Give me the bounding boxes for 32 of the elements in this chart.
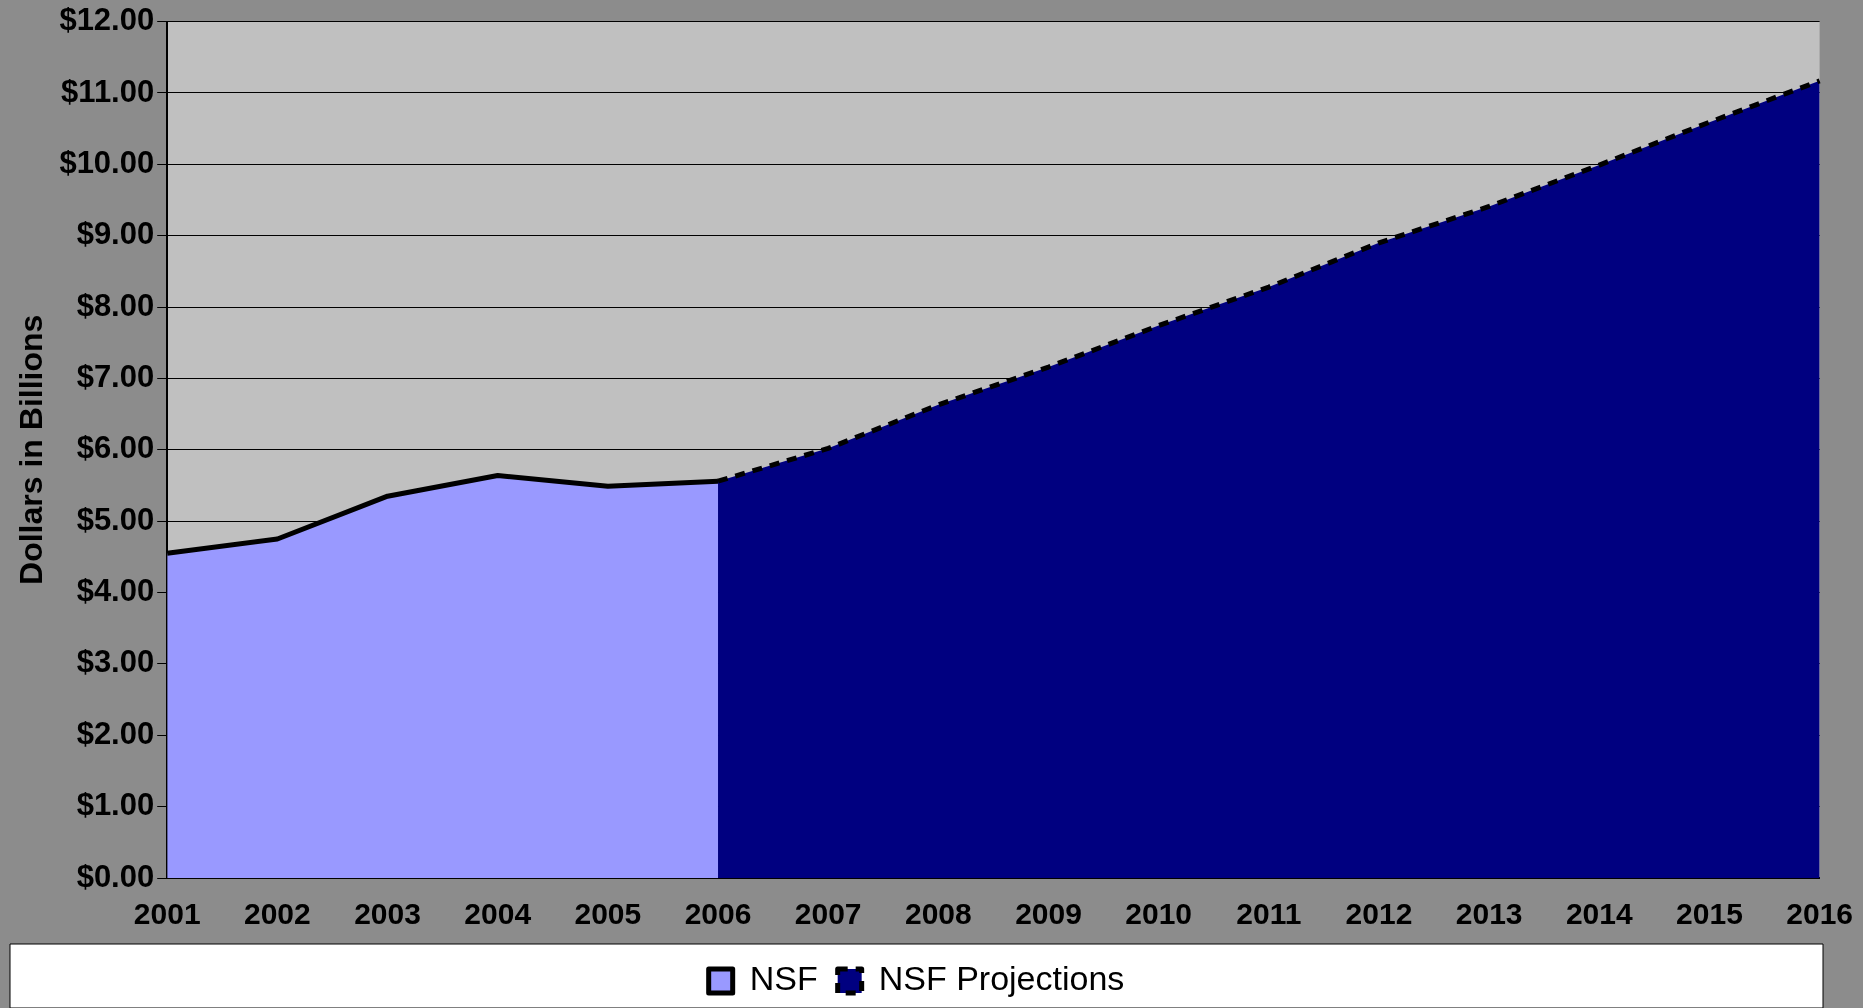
x-tick-label: 2003 — [354, 897, 421, 931]
x-tick-label: 2001 — [133, 897, 201, 931]
x-tick-label: 2006 — [684, 897, 752, 931]
x-tick-label: 2012 — [1345, 897, 1413, 931]
y-tick-label: $10.00 — [59, 144, 155, 180]
x-tick-label: 2004 — [464, 897, 532, 931]
y-axis-title: Dollars in Billions — [13, 314, 50, 585]
x-tick-label: 2007 — [794, 897, 862, 931]
y-tick-label: $4.00 — [76, 573, 155, 609]
x-tick-label: 2002 — [244, 897, 311, 931]
y-tick-label: $6.00 — [76, 430, 155, 466]
x-tick-label: 2015 — [1676, 897, 1743, 931]
y-tick-label: $9.00 — [76, 216, 155, 252]
y-tick-label: $7.00 — [76, 358, 155, 394]
x-tick-label: 2010 — [1125, 897, 1193, 931]
y-tick-label: $3.00 — [76, 644, 155, 680]
x-tick-label: 2013 — [1455, 897, 1523, 931]
y-tick-label: $1.00 — [76, 787, 155, 823]
y-tick-label: $12.00 — [59, 2, 155, 38]
y-tick-label: $2.00 — [76, 715, 155, 751]
x-tick-label: 2016 — [1786, 897, 1854, 931]
x-tick-label: 2008 — [904, 897, 972, 931]
x-tick-label: 2011 — [1236, 897, 1302, 931]
x-tick-label: 2009 — [1015, 897, 1082, 931]
x-tick-label: 2014 — [1565, 897, 1633, 931]
x-tick-label: 2005 — [574, 897, 642, 931]
y-tick-label: $5.00 — [76, 501, 155, 537]
legend-label: NSF — [749, 959, 818, 998]
y-tick-label: $0.00 — [76, 858, 155, 894]
y-tick-label: $8.00 — [76, 287, 155, 323]
y-tick-label: $11.00 — [61, 73, 155, 109]
legend-label: NSF Projections — [878, 959, 1125, 998]
